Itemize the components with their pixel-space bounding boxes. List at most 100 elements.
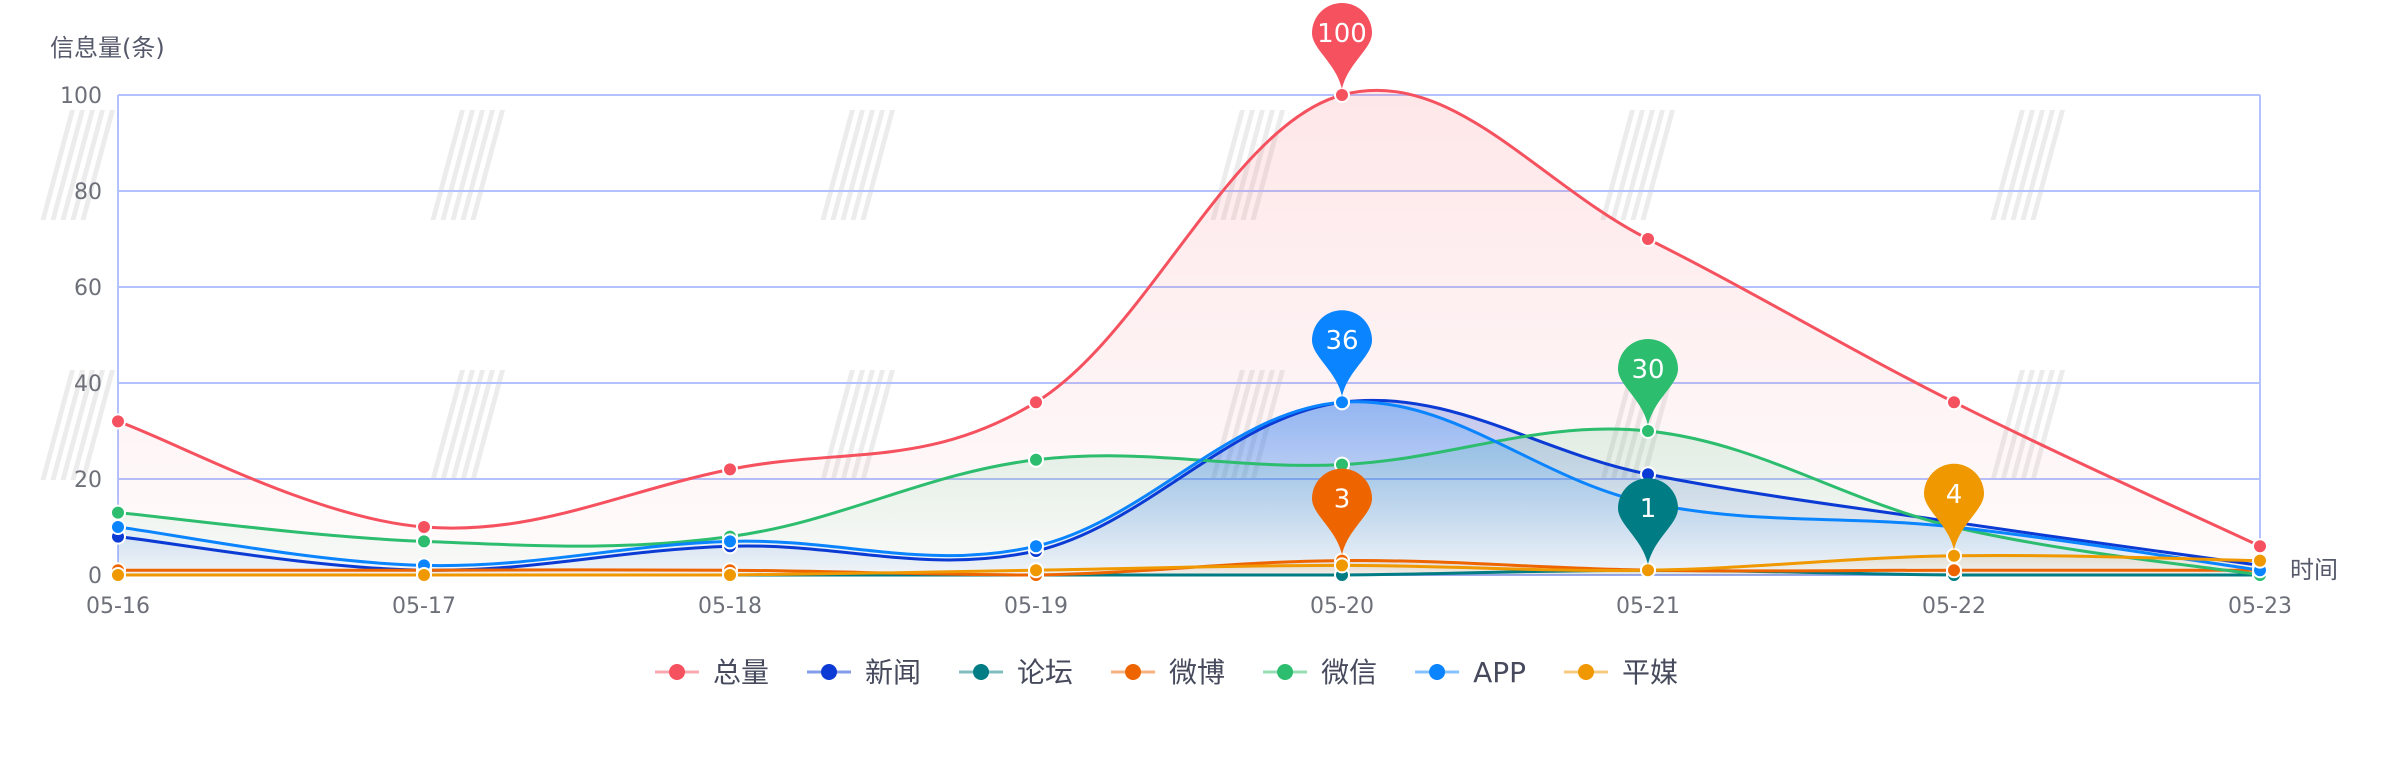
legend-item-总量[interactable]: 总量 — [655, 656, 769, 689]
data-point — [1946, 394, 1962, 411]
series-lines — [117, 88, 2261, 577]
watermark-stripe — [430, 110, 465, 220]
data-point — [1334, 557, 1350, 574]
y-tick-label: 20 — [74, 468, 102, 493]
y-tick-label: 60 — [74, 276, 102, 301]
watermark-stripe — [470, 110, 505, 220]
watermark-stripe — [450, 110, 485, 220]
watermark-stripe — [40, 370, 75, 480]
watermark-stripe — [820, 370, 855, 480]
watermark-stripe — [40, 110, 75, 220]
max-pin — [1312, 3, 1372, 89]
legend-label: 总量 — [713, 656, 769, 689]
series-points — [110, 87, 2268, 583]
data-point — [110, 567, 126, 583]
legend-label: 微博 — [1169, 656, 1225, 689]
series-line — [117, 88, 2261, 548]
legend-item-微信[interactable]: 微信 — [1263, 656, 1377, 689]
watermark-stripe — [1600, 110, 1635, 220]
data-point — [1334, 87, 1350, 103]
watermark-logo — [430, 110, 505, 220]
watermark-stripe — [50, 370, 85, 480]
watermark-stripe — [60, 110, 95, 220]
legend-circle-icon — [1277, 664, 1294, 680]
legend-item-论坛[interactable]: 论坛 — [959, 656, 1073, 689]
watermark-stripe — [2000, 110, 2035, 220]
watermark-stripe — [830, 110, 865, 220]
data-point — [1640, 562, 1656, 579]
max-pin-label: 36 — [1325, 326, 1358, 356]
series-areas — [118, 90, 2260, 576]
axes: 信息量(条) 时间 — [50, 34, 2338, 584]
series-line — [118, 553, 2261, 577]
watermark-stripe — [830, 370, 865, 480]
y-tick-label: 100 — [60, 84, 102, 109]
data-point — [1334, 394, 1350, 411]
watermark-stripe — [80, 110, 115, 220]
watermark-stripe — [860, 370, 895, 480]
x-tick-label: 05-18 — [698, 594, 762, 619]
watermark-stripe — [460, 110, 495, 220]
watermark-stripe — [460, 370, 495, 480]
legend-circle-icon — [669, 664, 685, 680]
x-tick-label: 05-22 — [1922, 594, 1986, 619]
watermark-stripe — [80, 370, 115, 480]
watermark-stripe — [1990, 110, 2025, 220]
x-tick-label: 05-19 — [1004, 594, 1068, 619]
x-tick-label: 05-20 — [1310, 594, 1374, 619]
legend-item-APP[interactable]: APP — [1415, 656, 1526, 689]
series-area — [118, 401, 2260, 575]
data-point — [416, 519, 432, 535]
watermark-logo — [820, 110, 895, 220]
data-point — [1946, 562, 1962, 579]
y-tick-label: 80 — [74, 180, 102, 205]
watermark-logo — [1990, 110, 2065, 220]
data-point — [1640, 423, 1656, 439]
legend: 总量 新闻 论坛 微博 微信 APP 平媒 — [655, 656, 1678, 689]
watermark-stripe — [840, 370, 875, 480]
watermark-stripe — [850, 110, 885, 220]
legend-circle-icon — [1578, 664, 1595, 680]
y-tick-label: 40 — [74, 372, 102, 397]
x-tick-label: 05-16 — [86, 594, 150, 619]
max-pin-label: 3 — [1334, 485, 1351, 515]
legend-item-微博[interactable]: 微博 — [1111, 656, 1225, 689]
max-pin-label: 100 — [1317, 19, 1367, 49]
watermark-stripe — [70, 370, 105, 480]
watermark-stripe — [1210, 110, 1245, 220]
watermark-stripe — [2030, 110, 2065, 220]
watermark-stripe — [860, 110, 895, 220]
watermark-stripe — [1620, 110, 1655, 220]
watermark-stripe — [1640, 110, 1675, 220]
watermark-stripe — [1610, 110, 1645, 220]
y-axis-title: 信息量(条) — [50, 34, 165, 62]
legend-item-平媒[interactable]: 平媒 — [1564, 656, 1678, 689]
data-point — [1028, 562, 1044, 579]
watermark-logo — [1600, 110, 1675, 220]
watermark-stripe — [2020, 110, 2055, 220]
legend-item-新闻[interactable]: 新闻 — [807, 656, 921, 689]
x-axis-title: 时间 — [2290, 556, 2338, 584]
watermark-logo — [40, 110, 115, 220]
data-point — [1028, 394, 1044, 411]
data-point — [722, 533, 738, 550]
x-tick-label: 05-21 — [1616, 594, 1680, 619]
watermark-logo — [820, 370, 895, 480]
data-point — [110, 504, 126, 521]
watermark-stripe — [1630, 110, 1665, 220]
max-pin-label: 4 — [1946, 480, 1963, 510]
max-pin — [1618, 339, 1678, 425]
data-point — [2252, 538, 2268, 555]
watermark-stripe — [430, 370, 465, 480]
legend-circle-icon — [821, 664, 838, 680]
watermark-stripe — [820, 110, 855, 220]
legend-circle-icon — [973, 664, 990, 680]
max-pin — [1312, 468, 1372, 555]
legend-label: 新闻 — [865, 656, 921, 689]
legend-label: APP — [1473, 656, 1526, 689]
y-tick-label: 0 — [88, 564, 102, 589]
max-pin — [1924, 463, 1984, 550]
data-point — [110, 413, 126, 430]
watermark-logo — [430, 370, 505, 480]
data-point — [110, 519, 126, 535]
